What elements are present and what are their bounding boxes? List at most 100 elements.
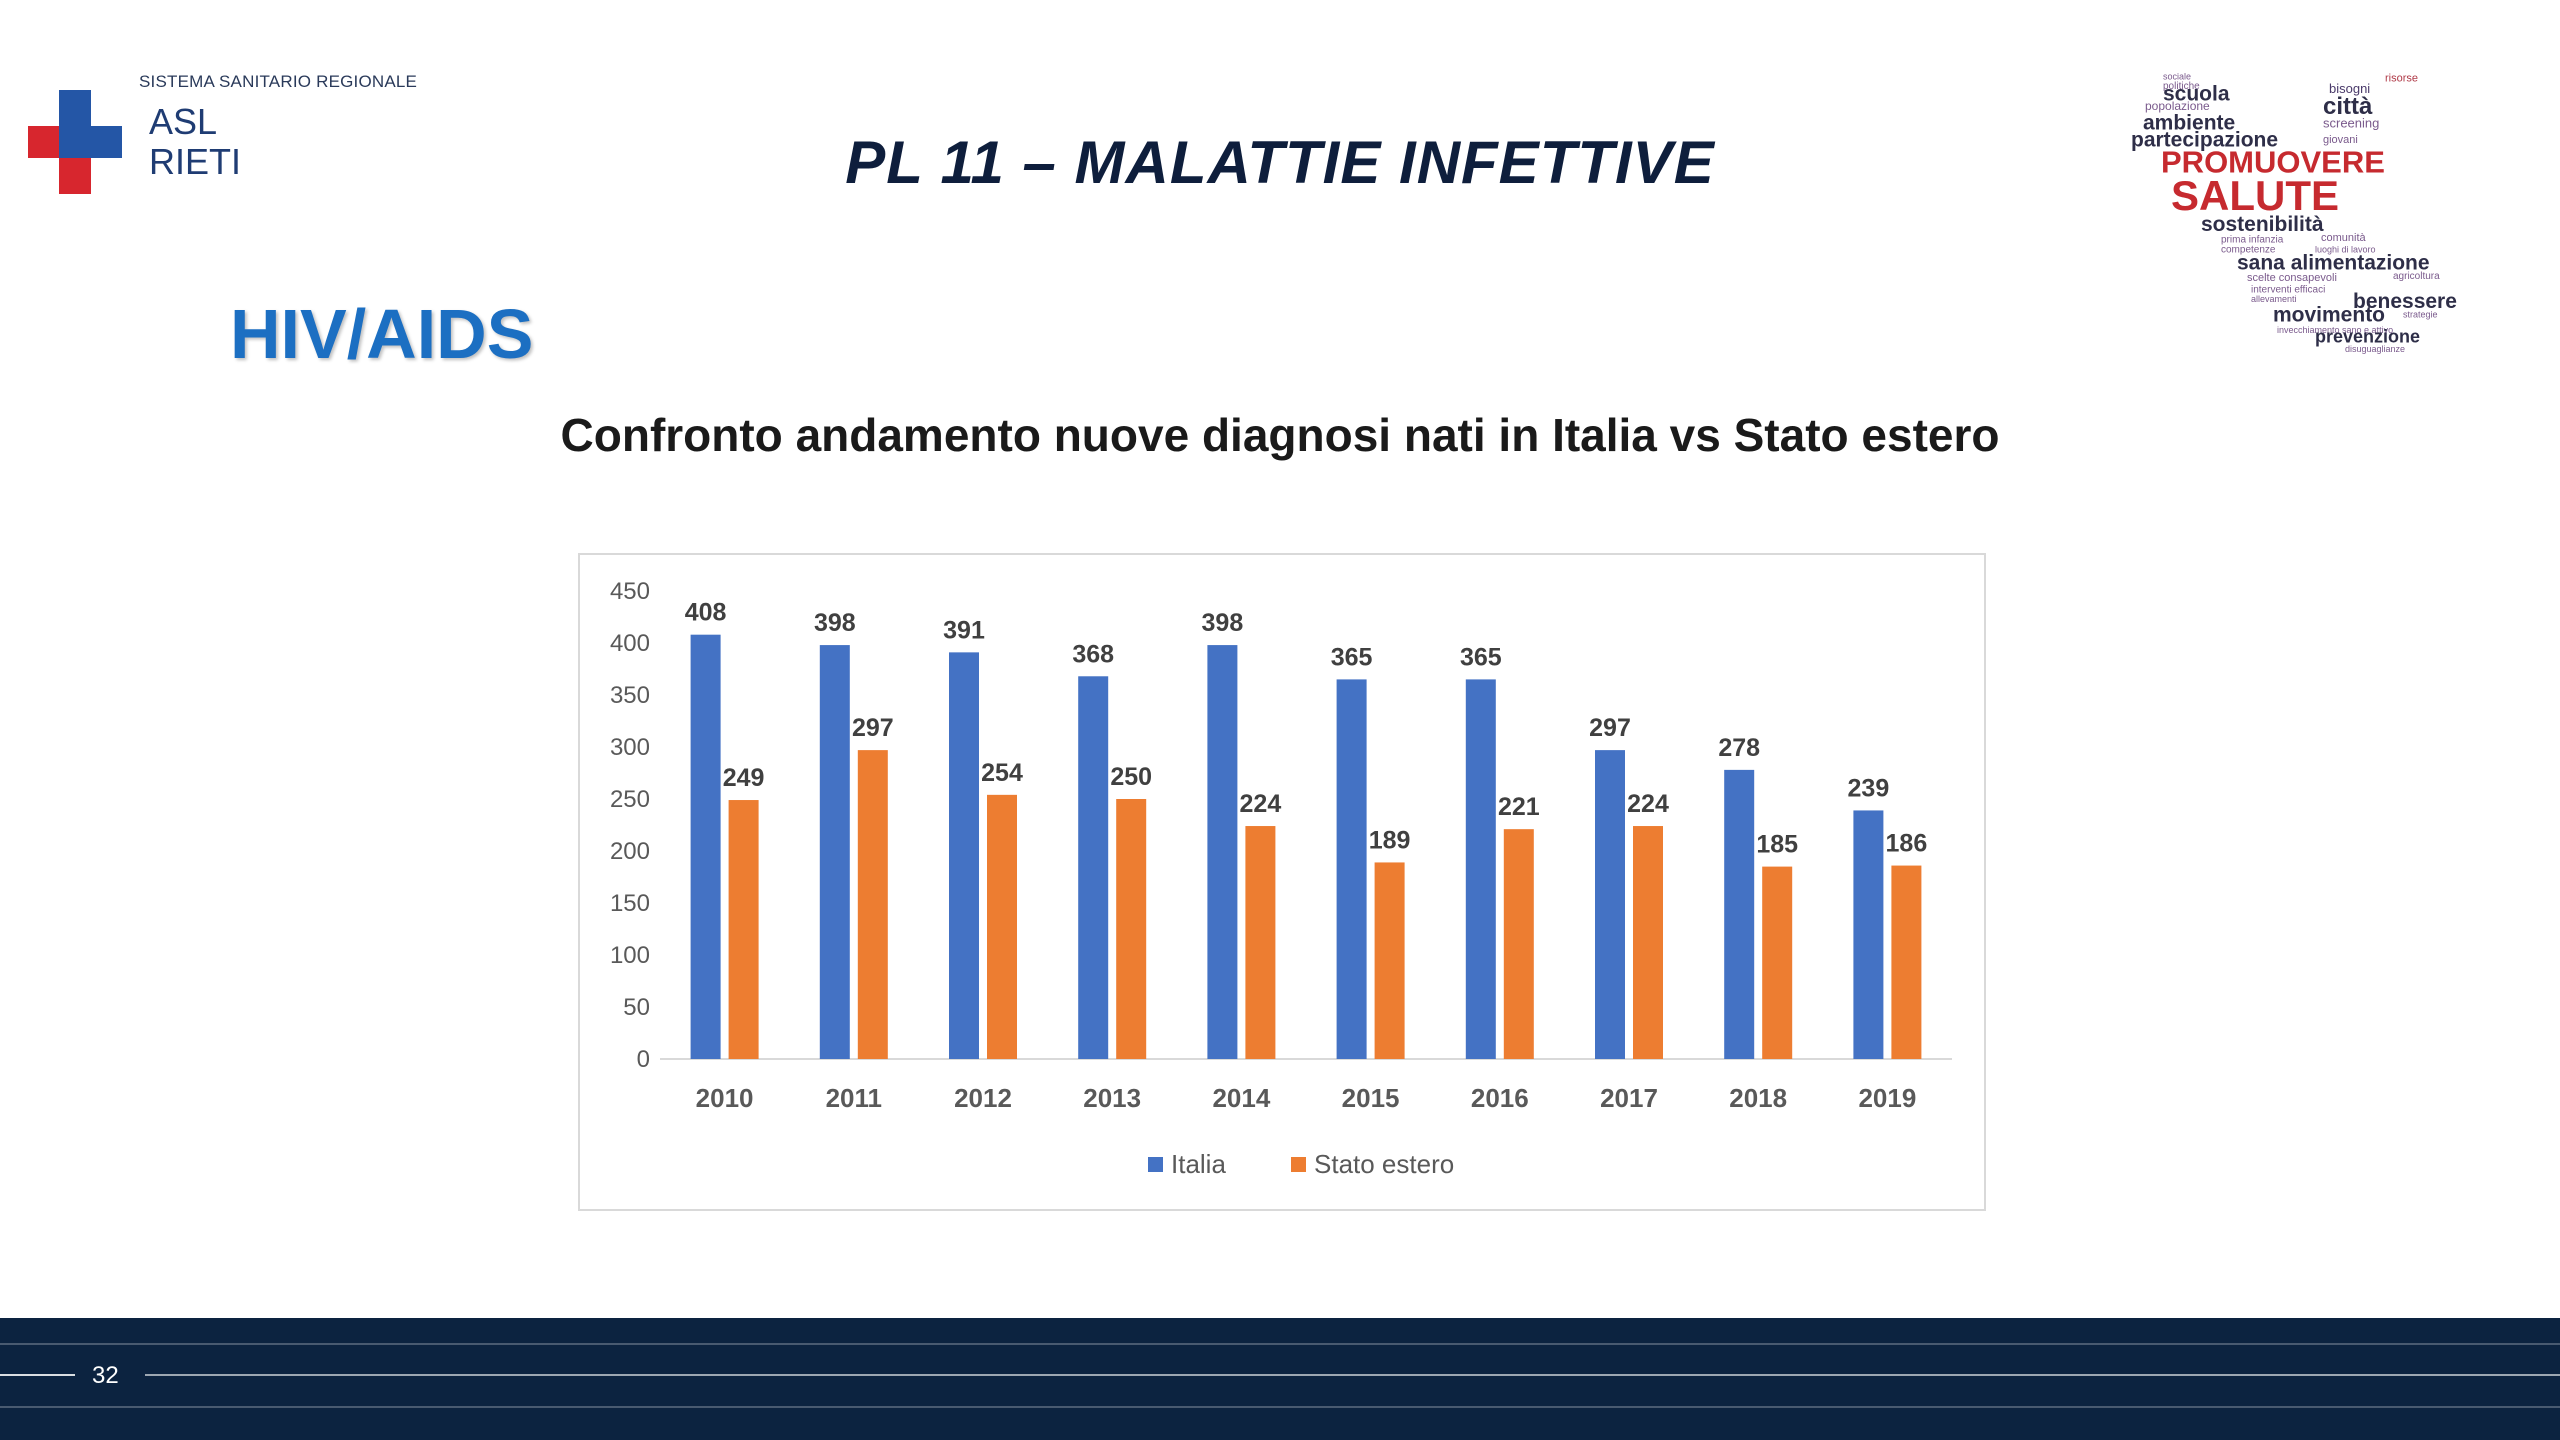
x-tick-label: 2015: [1342, 1083, 1400, 1113]
data-label: 186: [1886, 830, 1928, 858]
slide-title: PL 11 – MALATTIE INFETTIVE: [845, 129, 1715, 196]
wordcloud-word: benessere: [2353, 290, 2457, 313]
wordcloud-word: scuola: [2163, 83, 2230, 106]
data-label: 189: [1369, 826, 1411, 854]
data-label: 297: [852, 714, 894, 742]
bar-stato-estero: [1503, 829, 1534, 1059]
x-tick-label: 2010: [696, 1083, 754, 1113]
data-label: 365: [1460, 643, 1502, 671]
data-label: 249: [723, 764, 765, 792]
bar-italia: [1336, 679, 1367, 1059]
wordcloud-word: prevenzione: [2315, 327, 2420, 347]
x-tick-label: 2017: [1600, 1083, 1658, 1113]
chart-title: Confronto andamento nuove diagnosi nati …: [560, 409, 2000, 461]
logo-line-2: RIETI: [149, 141, 242, 182]
bar-stato-estero: [1891, 865, 1922, 1059]
bar-stato-estero: [1116, 799, 1147, 1059]
legend-label: Stato estero: [1314, 1149, 1454, 1179]
wordcloud-word: strategie: [2403, 310, 2438, 320]
bar-italia: [1595, 750, 1625, 1059]
data-label: 368: [1072, 640, 1114, 668]
wordcloud-word: sostenibilità: [2201, 213, 2324, 236]
bar-stato-estero: [987, 794, 1017, 1059]
logo-name: ASL RIETI: [149, 102, 241, 182]
x-tick-label: 2019: [1858, 1083, 1916, 1113]
wordcloud-word: prima infanzia: [2221, 235, 2284, 246]
bar-italia: [1207, 645, 1238, 1059]
data-label: 365: [1331, 643, 1373, 671]
data-label: 224: [1240, 790, 1282, 818]
wordcloud-word: disuguaglianze: [2345, 344, 2405, 354]
wordcloud-word: popolazione: [2145, 99, 2210, 113]
x-tick-label: 2014: [1212, 1083, 1270, 1113]
wordcloud-word: luoghi di lavoro: [2315, 244, 2376, 254]
y-tick-label: 150: [610, 890, 650, 917]
data-label: 278: [1718, 734, 1760, 762]
wordcloud-word: partecipazione: [2131, 129, 2278, 152]
x-tick-label: 2011: [826, 1083, 882, 1113]
data-label: 408: [685, 599, 727, 627]
wordcloud-word: ambiente: [2143, 111, 2235, 134]
y-tick-label: 0: [637, 1046, 650, 1073]
logo-line-1: ASL: [149, 101, 218, 142]
org-label: SISTEMA SANITARIO REGIONALE: [139, 72, 418, 91]
wordcloud-word: screening: [2323, 116, 2379, 131]
bar-italia: [1465, 679, 1496, 1059]
data-label: 297: [1589, 714, 1631, 742]
data-label: 391: [943, 616, 985, 644]
section-title: HIV/AIDS: [230, 295, 534, 373]
data-label: 254: [981, 759, 1023, 787]
wordcloud-word: competenze: [2221, 244, 2276, 255]
chart-container: 0 50 100 150 200 250 300 350 400 450 2010 408 249 201…: [578, 553, 1986, 1211]
footer-bar: 32: [0, 1318, 2560, 1440]
bar-italia: [1853, 810, 1884, 1059]
wordcloud-word: invecchiamento sano e attivo: [2277, 325, 2393, 335]
footer-divider: [0, 1406, 2560, 1408]
bar-italia: [1078, 676, 1109, 1059]
wordcloud-word: SALUTE: [2171, 172, 2339, 219]
y-tick-label: 400: [610, 630, 650, 657]
red-cross-logo-icon: [28, 90, 122, 194]
wordcloud-word: scelte consapevoli: [2247, 272, 2337, 284]
legend-label: Italia: [1171, 1149, 1226, 1179]
wordcloud-word: politiche: [2163, 81, 2200, 92]
y-tick-label: 200: [610, 838, 650, 865]
wordcloud-word: sociale: [2163, 72, 2191, 82]
y-tick-label: 450: [610, 578, 650, 605]
footer-rule-left: [0, 1374, 75, 1376]
legend-swatch: [1148, 1157, 1163, 1172]
bar-italia: [690, 634, 721, 1059]
bar-stato-estero: [728, 800, 759, 1059]
data-label: 398: [1202, 609, 1244, 637]
data-label: 398: [814, 609, 856, 637]
bar-italia: [819, 645, 850, 1059]
bar-stato-estero: [1633, 826, 1663, 1059]
data-label: 224: [1627, 790, 1669, 818]
y-tick-label: 100: [610, 942, 650, 969]
wordcloud-word: comunità: [2321, 232, 2367, 244]
wordcloud-word: agricoltura: [2393, 271, 2440, 282]
page-number: 32: [92, 1362, 119, 1389]
y-tick-label: 300: [610, 734, 650, 761]
x-tick-label: 2012: [954, 1083, 1012, 1113]
wordcloud-word: sana alimentazione: [2237, 252, 2430, 275]
wordcloud-word: città: [2323, 93, 2373, 120]
x-tick-label: 2018: [1729, 1083, 1787, 1113]
data-label: 185: [1756, 831, 1798, 859]
wordcloud-word: movimento: [2273, 303, 2385, 326]
y-tick-label: 50: [623, 994, 650, 1021]
legend-swatch: [1291, 1157, 1306, 1172]
bar-chart: 0 50 100 150 200 250 300 350 400 450 2010 408 249 201…: [610, 578, 1952, 1179]
x-tick-label: 2016: [1471, 1083, 1529, 1113]
asl-rieti-logo: SISTEMA SANITARIO REGIONALE ASL RIETI: [28, 68, 448, 208]
x-tick-label: 2013: [1083, 1083, 1141, 1113]
wordcloud-word: giovani: [2323, 134, 2358, 146]
y-tick-label: 250: [610, 786, 650, 813]
data-label: 239: [1848, 774, 1890, 802]
data-label: 221: [1498, 793, 1540, 821]
bar-italia: [1724, 769, 1755, 1059]
wordcloud-word: PROMUOVERE: [2161, 145, 2385, 180]
wordcloud-word: allevamenti: [2251, 294, 2297, 304]
footer-divider: [0, 1343, 2560, 1345]
